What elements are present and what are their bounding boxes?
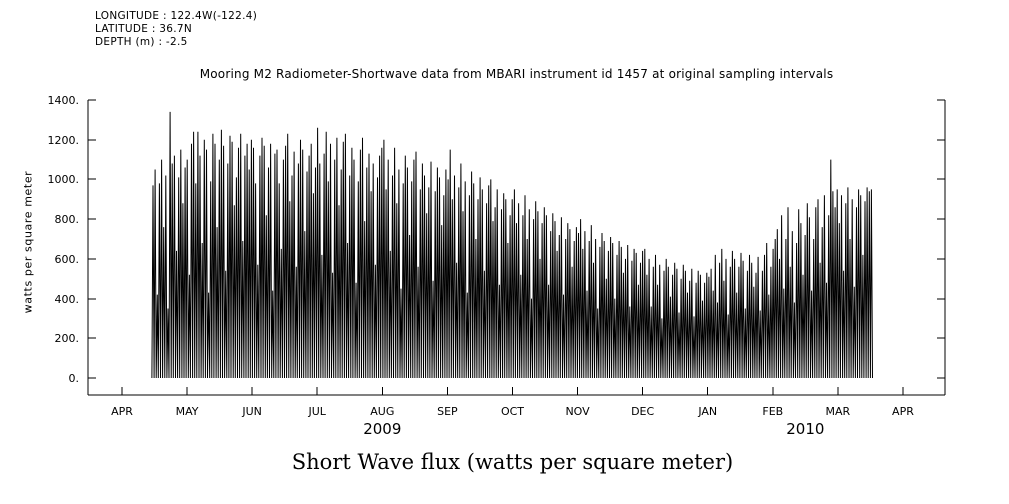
x-tick-label: FEB <box>762 405 783 418</box>
y-tick-label: 800. <box>55 213 80 226</box>
longitude-label: LONGITUDE : 122.4W(-122.4) <box>95 10 258 22</box>
x-tick-label: APR <box>892 405 914 418</box>
y-tick-label: 1000. <box>48 173 80 186</box>
figure-caption: Short Wave flux (watts per square meter) <box>291 450 734 474</box>
x-tick-label: MAY <box>176 405 199 418</box>
y-tick-label: 1400. <box>48 94 80 107</box>
year-label: 2010 <box>786 420 824 438</box>
x-tick-label: JUN <box>241 405 262 418</box>
latitude-label: LATITUDE : 36.7N <box>95 23 193 35</box>
x-tick-label: AUG <box>370 405 394 418</box>
year-label: 2009 <box>363 420 401 438</box>
x-tick-label: JUL <box>308 405 327 418</box>
depth-label: DEPTH (m) : -2.5 <box>95 36 188 48</box>
x-tick-label: MAR <box>826 405 851 418</box>
x-tick-label: SEP <box>437 405 458 418</box>
y-tick-label: 0. <box>69 372 80 385</box>
x-tick-label: DEC <box>631 405 654 418</box>
chart-title: Mooring M2 Radiometer-Shortwave data fro… <box>199 67 834 81</box>
y-tick-label: 200. <box>55 332 80 345</box>
y-tick-label: 600. <box>55 253 80 266</box>
y-tick-label: 1200. <box>48 134 80 147</box>
y-tick-label: 400. <box>55 293 80 306</box>
x-tick-label: APR <box>111 405 133 418</box>
x-tick-label: NOV <box>565 405 590 418</box>
location-info-block: LONGITUDE : 122.4W(-122.4) LATITUDE : 36… <box>95 10 257 49</box>
flux-series <box>151 111 873 379</box>
x-tick-label: JAN <box>697 405 717 418</box>
x-tick-label: OCT <box>501 405 524 418</box>
